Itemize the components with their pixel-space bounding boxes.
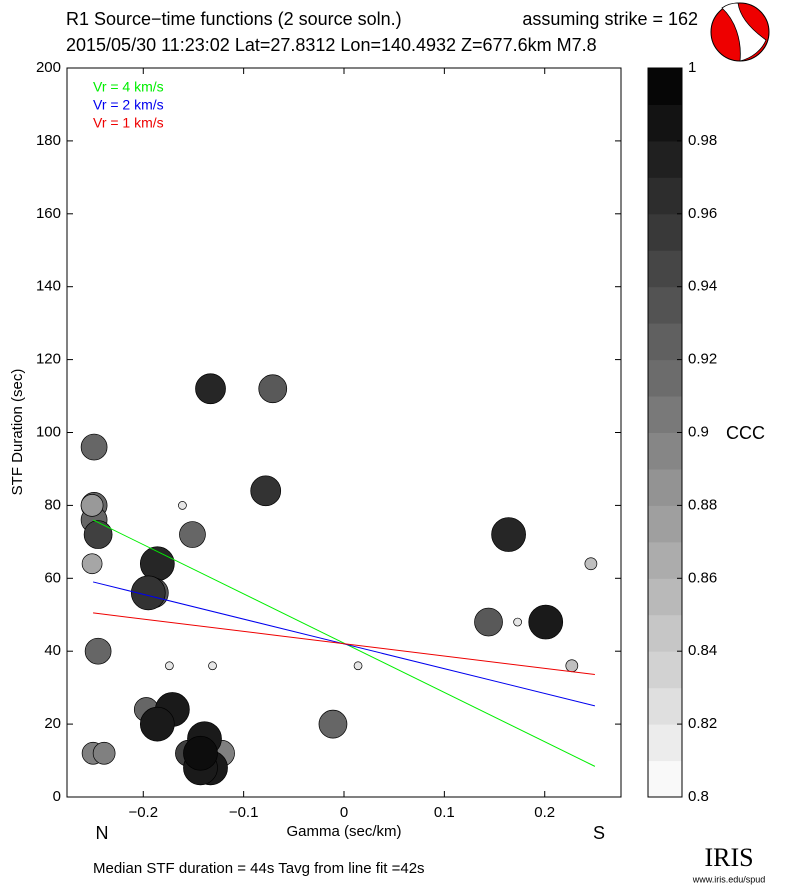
y-tick-label: 20 xyxy=(44,715,61,732)
bubble xyxy=(83,520,113,549)
logo: IRIS xyxy=(704,843,753,872)
x-tick-label: 0 xyxy=(340,804,348,821)
bubble xyxy=(250,475,282,507)
colorbar-band xyxy=(648,250,682,288)
colorbar-tick-label: 0.82 xyxy=(688,715,717,732)
colorbar-tick-label: 0.84 xyxy=(688,642,717,659)
colorbar-band xyxy=(648,541,682,579)
bubble xyxy=(130,575,166,611)
legend-entry: Vr = 2 km/s xyxy=(93,97,164,113)
north-label: N xyxy=(96,823,109,843)
bubble xyxy=(353,661,363,671)
bubble xyxy=(183,735,218,771)
colorbar-tick-label: 0.86 xyxy=(688,569,717,586)
colorbar-tick-label: 0.94 xyxy=(688,278,717,295)
bubble xyxy=(258,374,288,404)
colorbar-band xyxy=(648,213,682,251)
colorbar-tick-label: 0.92 xyxy=(688,351,717,368)
bubble xyxy=(491,517,526,552)
colorbar-band xyxy=(648,687,682,725)
y-tick-label: 180 xyxy=(36,132,61,149)
colorbar-band xyxy=(648,323,682,361)
colorbar-band xyxy=(648,396,682,433)
bubble xyxy=(584,557,598,571)
y-axis-label: STF Duration (sec) xyxy=(9,369,26,496)
y-tick-label: 60 xyxy=(44,569,61,586)
x-tick-label: 0.1 xyxy=(434,804,455,821)
bubble xyxy=(165,661,174,671)
x-tick-label: 0.2 xyxy=(534,804,555,821)
bubble xyxy=(80,433,108,461)
y-tick-label: 160 xyxy=(36,205,61,222)
chart-subtitle: 2015/05/30 11:23:02 Lat=27.8312 Lon=140.… xyxy=(66,35,597,55)
chart-title: R1 Source−time functions (2 source soln.… xyxy=(66,9,402,29)
y-tick-label: 120 xyxy=(36,351,61,368)
legend-entry: Vr = 4 km/s xyxy=(93,79,164,95)
x-tick-label: −0.2 xyxy=(128,804,158,821)
beachball xyxy=(710,2,770,62)
y-tick-label: 140 xyxy=(36,278,61,295)
bubble xyxy=(81,553,103,575)
colorbar-tick-label: 0.9 xyxy=(688,423,709,440)
strike-note: assuming strike = 162 xyxy=(522,9,698,29)
colorbar-band xyxy=(648,468,682,506)
y-tick-label: 80 xyxy=(44,496,61,513)
logo-url: www.iris.edu/spud xyxy=(692,874,766,884)
colorbar-band xyxy=(648,177,682,215)
bubble xyxy=(179,521,206,548)
bubble xyxy=(318,709,348,739)
colorbar-tick-label: 1 xyxy=(688,59,696,76)
south-label: S xyxy=(593,823,605,843)
colorbar-band xyxy=(648,359,682,397)
bubble xyxy=(528,604,564,640)
colorbar-band xyxy=(648,724,682,762)
colorbar-tick-label: 0.96 xyxy=(688,205,717,222)
colorbar-band xyxy=(648,68,682,105)
bubble xyxy=(139,706,175,742)
bubble xyxy=(92,741,116,765)
bubble xyxy=(208,661,217,671)
x-axis-label: Gamma (sec/km) xyxy=(286,823,401,840)
bubble xyxy=(195,373,226,405)
colorbar-band xyxy=(648,104,682,142)
bubble xyxy=(80,494,104,517)
colorbar-band xyxy=(648,140,682,178)
fit-line xyxy=(92,519,596,767)
bubble xyxy=(178,501,187,510)
bubble xyxy=(513,617,522,627)
colorbar-band xyxy=(648,432,682,470)
fit-line xyxy=(93,612,595,676)
plot-frame xyxy=(66,67,622,798)
colorbar-band xyxy=(648,578,682,616)
x-tick-label: −0.1 xyxy=(229,804,259,821)
bubble xyxy=(474,607,503,637)
y-tick-label: 0 xyxy=(53,788,61,805)
colorbar-band xyxy=(648,505,682,543)
colorbar-tick-label: 0.8 xyxy=(688,788,709,805)
legend-entry: Vr = 1 km/s xyxy=(93,115,164,131)
bubble xyxy=(565,659,579,673)
colorbar-band xyxy=(648,651,682,689)
colorbar-label: CCC xyxy=(726,423,765,443)
bubble xyxy=(84,637,112,665)
y-tick-label: 100 xyxy=(36,423,61,440)
y-tick-label: 200 xyxy=(36,59,61,76)
colorbar-band xyxy=(648,286,682,324)
y-tick-label: 40 xyxy=(44,642,61,659)
colorbar-tick-label: 0.88 xyxy=(688,496,717,513)
colorbar-band xyxy=(648,760,682,798)
footer: Median STF duration = 44s Tavg from line… xyxy=(93,860,425,877)
colorbar-tick-label: 0.98 xyxy=(688,132,717,149)
colorbar-band xyxy=(648,614,682,652)
